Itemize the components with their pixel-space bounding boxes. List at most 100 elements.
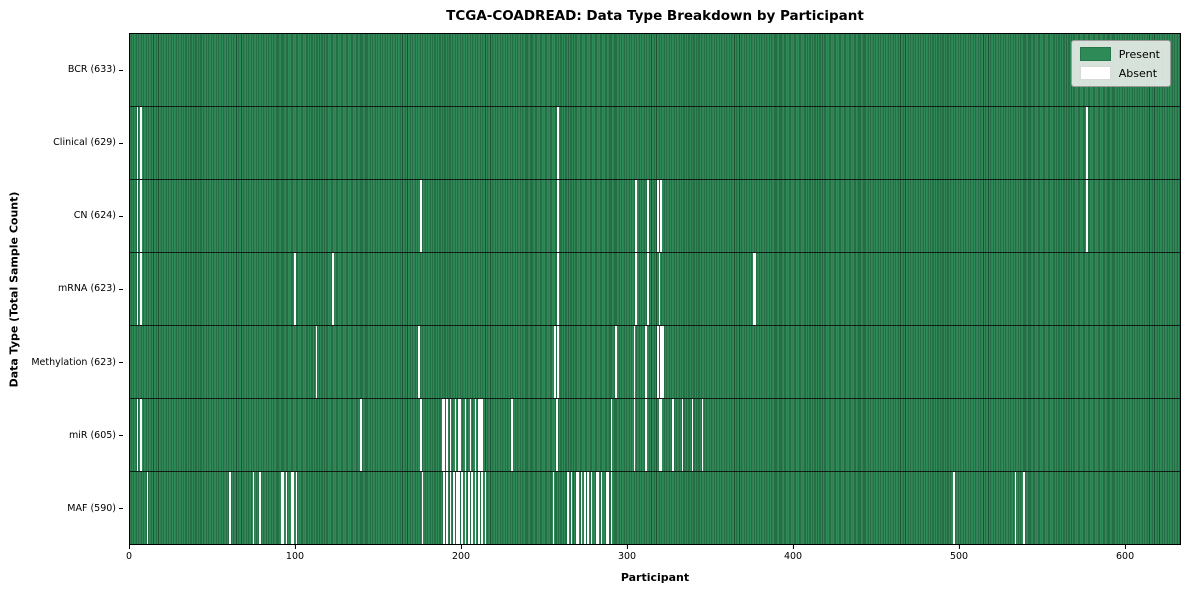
- absent-stripe: [146, 472, 149, 544]
- absent-stripe: [449, 399, 452, 471]
- absent-stripe: [557, 253, 560, 325]
- absent-stripe: [570, 472, 573, 544]
- absent-stripe: [332, 253, 334, 325]
- absent-stripe: [136, 107, 139, 179]
- absent-stripe: [471, 472, 474, 544]
- absent-stripe: [633, 326, 636, 398]
- absent-stripe: [587, 472, 589, 544]
- x-tick-labels: 0 100 200 300 400 500 600: [0, 545, 1200, 571]
- x-tick-300: 300: [618, 545, 636, 562]
- legend-label: Present: [1118, 47, 1160, 61]
- absent-stripe: [658, 399, 661, 471]
- absent-stripe: [597, 472, 599, 544]
- absent-stripe: [449, 472, 452, 544]
- absent-stripe: [661, 326, 664, 398]
- x-tickmark: [626, 545, 628, 549]
- absent-stripe: [421, 472, 424, 544]
- datatype-row-BCR: [130, 34, 1180, 107]
- absent-stripe: [474, 472, 477, 544]
- y-tickmark: [119, 215, 123, 217]
- absent-stripe: [1086, 180, 1088, 252]
- absent-stripe: [633, 399, 636, 471]
- x-tick-600: 600: [1116, 545, 1134, 562]
- absent-stripe: [610, 399, 613, 471]
- absent-stripe: [610, 472, 613, 544]
- absent-stripe: [660, 326, 662, 398]
- absent-stripe: [646, 180, 649, 252]
- y-tick-label: miR (605): [68, 429, 116, 441]
- absent-stripe: [139, 107, 142, 179]
- datatype-row-Methylation: [130, 326, 1180, 399]
- absent-stripe: [1023, 472, 1025, 544]
- datatype-row-mRNA: [130, 253, 1180, 326]
- absent-stripe: [446, 472, 449, 544]
- absent-stripe: [282, 472, 285, 544]
- absent-stripe: [671, 399, 674, 471]
- x-tickmark: [128, 545, 130, 549]
- y-tick-label: BCR (633): [67, 64, 116, 76]
- absent-stripe: [590, 472, 593, 544]
- x-tickmark: [958, 545, 960, 549]
- absent-stripe: [419, 399, 422, 471]
- absent-stripe: [557, 180, 560, 252]
- absent-stripe: [441, 399, 444, 471]
- absent-stripe: [656, 180, 659, 252]
- absent-stripe: [294, 253, 296, 325]
- absent-stripe: [691, 399, 694, 471]
- absent-stripe: [484, 472, 487, 544]
- absent-stripe: [419, 180, 422, 252]
- absent-stripe: [754, 253, 757, 325]
- absent-stripe: [557, 326, 560, 398]
- legend-item-present: Present: [1079, 47, 1160, 61]
- absent-stripe: [645, 326, 647, 398]
- x-tick-label: 600: [1115, 551, 1135, 562]
- x-tick-0: 0: [126, 545, 132, 562]
- absent-stripe: [615, 326, 618, 398]
- y-tick-CN: CN (624): [0, 179, 124, 252]
- absent-stripe: [635, 253, 638, 325]
- absent-stripe: [953, 472, 956, 544]
- absent-stripe: [458, 399, 460, 471]
- datatype-row-Clinical: [130, 107, 1180, 180]
- absent-stripe: [580, 472, 583, 544]
- legend-item-absent: Absent: [1079, 66, 1160, 80]
- absent-stripe: [645, 399, 647, 471]
- absent-stripe: [600, 472, 603, 544]
- y-tickmark: [119, 288, 123, 290]
- x-tick-200: 200: [452, 545, 470, 562]
- x-tick-500: 500: [950, 545, 968, 562]
- absent-stripe: [555, 399, 558, 471]
- x-axis-label: Participant: [620, 571, 690, 584]
- datatype-row-CN: [130, 180, 1180, 253]
- absent-stripe: [701, 399, 704, 471]
- absent-stripe: [635, 180, 638, 252]
- absent-stripe: [584, 472, 586, 544]
- absent-stripe: [136, 253, 139, 325]
- y-tick-labels: BCR (633) Clinical (629) CN (624) mRNA (623…: [0, 33, 124, 545]
- absent-stripe: [577, 472, 580, 544]
- x-tickmark: [792, 545, 794, 549]
- y-tick-Methylation: Methylation (623): [0, 326, 124, 399]
- absent-stripe: [360, 399, 362, 471]
- absent-stripe: [453, 472, 455, 544]
- absent-stripe: [464, 399, 467, 471]
- absent-stripe: [557, 107, 560, 179]
- y-tick-label: Clinical (629): [53, 137, 116, 149]
- x-tickmark: [294, 545, 296, 549]
- absent-stripe: [285, 472, 288, 544]
- datatype-row-miR: [130, 399, 1180, 472]
- absent-stripe: [646, 253, 649, 325]
- legend: Present Absent: [1070, 40, 1171, 87]
- absent-stripe: [469, 399, 472, 471]
- absent-stripe: [315, 326, 318, 398]
- x-tickmark: [460, 545, 462, 549]
- absent-stripe: [656, 326, 659, 398]
- y-tickmark: [119, 69, 123, 71]
- y-tick-BCR: BCR (633): [0, 33, 124, 106]
- y-tickmark: [119, 362, 123, 364]
- x-tick-label: 200: [451, 551, 471, 562]
- x-tick-label: 300: [617, 551, 637, 562]
- absent-stripe: [607, 472, 609, 544]
- absent-stripe: [575, 472, 578, 544]
